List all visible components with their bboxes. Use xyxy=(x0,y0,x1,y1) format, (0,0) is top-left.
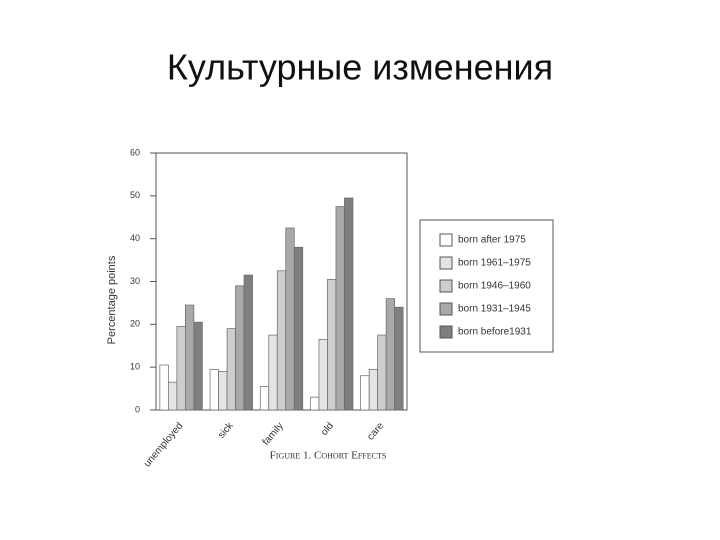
y-tick-label: 40 xyxy=(130,233,140,243)
x-tick-label: old xyxy=(319,421,336,438)
bar xyxy=(293,246,304,411)
y-tick-label: 10 xyxy=(130,362,140,372)
legend-swatch xyxy=(439,279,453,293)
legend-swatch xyxy=(439,256,453,270)
bar xyxy=(159,364,169,411)
y-tick-label: 20 xyxy=(130,319,140,329)
x-tick-label: unemployed xyxy=(142,421,185,470)
legend-swatch xyxy=(439,325,453,339)
x-tick-label: family xyxy=(261,421,286,448)
bar xyxy=(394,306,404,411)
bar xyxy=(344,197,354,411)
bar xyxy=(259,386,270,411)
legend-swatch xyxy=(439,302,453,316)
legend-label: born 1961–1975 xyxy=(458,258,531,269)
x-tick-label: sick xyxy=(216,420,236,441)
legend-label: born before1931 xyxy=(458,327,532,338)
bar xyxy=(176,326,186,411)
bar xyxy=(318,338,328,411)
bar xyxy=(385,298,395,411)
bar xyxy=(193,321,203,411)
legend-swatch xyxy=(439,233,453,247)
x-tick-label: care xyxy=(365,420,386,442)
figure-caption: Figure 1. Cohort Effects xyxy=(270,450,387,462)
bar xyxy=(168,381,178,411)
bar xyxy=(360,375,370,411)
bar xyxy=(268,334,278,411)
bar xyxy=(209,368,219,411)
bar xyxy=(335,206,345,411)
bar xyxy=(243,274,253,411)
y-tick-label: 60 xyxy=(130,147,140,157)
bar xyxy=(276,270,287,411)
bar xyxy=(185,304,195,411)
bar xyxy=(327,279,337,411)
y-tick-label: 30 xyxy=(130,276,140,286)
bar xyxy=(310,396,320,411)
bar xyxy=(377,334,387,411)
y-tick-label: 50 xyxy=(130,190,140,200)
y-tick-label: 0 xyxy=(135,404,140,414)
bar xyxy=(218,371,228,411)
slide-title: Культурные изменения xyxy=(167,47,553,88)
legend-label: born 1946–1960 xyxy=(458,281,531,292)
bar xyxy=(368,368,378,411)
legend-label: born after 1975 xyxy=(458,235,526,246)
legend-label: born 1931–1945 xyxy=(458,304,531,315)
bar xyxy=(235,285,245,411)
bar xyxy=(226,328,236,411)
bar xyxy=(285,227,295,411)
y-axis-label: Percentage points xyxy=(106,255,118,344)
